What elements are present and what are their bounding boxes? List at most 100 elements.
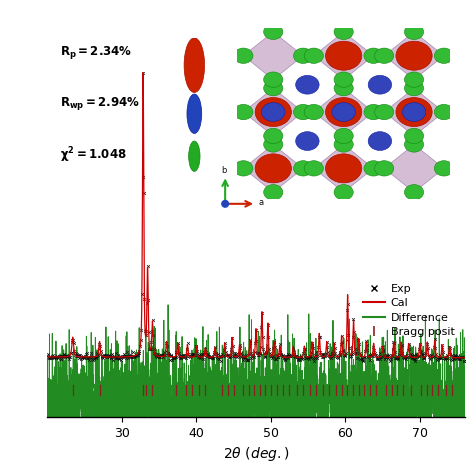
Difference [462, 357, 467, 363]
Circle shape [434, 161, 454, 176]
Polygon shape [314, 32, 374, 80]
Circle shape [189, 141, 200, 172]
Difference [347, 424, 353, 430]
Circle shape [222, 201, 228, 207]
Exp [461, 358, 467, 364]
Polygon shape [314, 145, 374, 192]
Cal [449, 354, 455, 360]
Exp [324, 339, 329, 345]
Circle shape [264, 81, 283, 96]
Circle shape [364, 48, 383, 64]
Circle shape [396, 41, 432, 70]
Line: Difference: Difference [47, 305, 465, 474]
Exp [45, 353, 50, 359]
Circle shape [296, 132, 319, 150]
Circle shape [374, 104, 394, 120]
Circle shape [374, 161, 394, 176]
Exp [140, 71, 146, 76]
Text: $\mathbf{R_p = 2.34\%}$: $\mathbf{R_p = 2.34\%}$ [60, 44, 132, 61]
Circle shape [234, 104, 253, 120]
Text: a: a [258, 198, 264, 207]
Circle shape [404, 184, 424, 200]
Difference [165, 302, 171, 308]
Circle shape [334, 24, 353, 39]
Polygon shape [384, 88, 444, 136]
Polygon shape [314, 88, 374, 136]
Difference [243, 443, 248, 449]
Circle shape [404, 81, 424, 96]
Circle shape [368, 132, 392, 150]
Circle shape [434, 48, 454, 64]
Legend: Exp, Cal, Difference, Bragg posit: Exp, Cal, Difference, Bragg posit [358, 279, 459, 342]
Circle shape [184, 38, 205, 92]
Polygon shape [244, 32, 303, 80]
Cal [428, 354, 434, 360]
Difference [45, 399, 50, 405]
Circle shape [264, 128, 283, 144]
Text: $\mathbf{\chi^2 = 1.048}$: $\mathbf{\chi^2 = 1.048}$ [60, 145, 127, 164]
Circle shape [304, 161, 323, 176]
Circle shape [334, 72, 353, 87]
Circle shape [368, 75, 392, 94]
Circle shape [334, 184, 353, 200]
Circle shape [262, 103, 285, 121]
Circle shape [264, 24, 283, 39]
Cal [462, 355, 467, 361]
Circle shape [293, 104, 313, 120]
Circle shape [304, 48, 323, 64]
Cal [243, 354, 248, 360]
Circle shape [332, 103, 356, 121]
Cal [223, 353, 229, 358]
Line: Cal: Cal [47, 73, 465, 358]
Circle shape [334, 81, 353, 96]
Cal [45, 354, 50, 360]
Circle shape [264, 184, 283, 200]
Circle shape [255, 154, 292, 183]
Circle shape [326, 154, 362, 183]
Exp [273, 356, 278, 362]
Circle shape [404, 128, 424, 144]
Difference [223, 372, 229, 378]
Cal [347, 352, 353, 357]
X-axis label: $2\theta\ (deg.)$: $2\theta\ (deg.)$ [223, 446, 289, 464]
Line: Exp: Exp [46, 72, 465, 363]
Circle shape [293, 161, 313, 176]
Circle shape [264, 72, 283, 87]
Difference [220, 403, 226, 409]
Text: b: b [221, 166, 227, 175]
Exp [111, 353, 117, 358]
Exp [244, 357, 250, 363]
Circle shape [402, 103, 426, 121]
Circle shape [334, 128, 353, 144]
Circle shape [364, 104, 383, 120]
Circle shape [404, 24, 424, 39]
Circle shape [374, 48, 394, 64]
Circle shape [255, 98, 292, 127]
Circle shape [334, 137, 353, 152]
Circle shape [296, 75, 319, 94]
Difference [428, 412, 434, 418]
Circle shape [326, 98, 362, 127]
Circle shape [326, 41, 362, 70]
Polygon shape [384, 145, 444, 192]
Circle shape [404, 137, 424, 152]
Circle shape [404, 72, 424, 87]
Cal [140, 70, 146, 75]
Polygon shape [244, 145, 303, 192]
Cal [220, 354, 226, 359]
Circle shape [293, 48, 313, 64]
Circle shape [434, 104, 454, 120]
Circle shape [304, 104, 323, 120]
Exp [312, 353, 318, 358]
Difference [449, 441, 455, 447]
Exp [405, 347, 411, 353]
Polygon shape [384, 32, 444, 80]
Text: $\mathbf{R_{wp} = 2.94\%}$: $\mathbf{R_{wp} = 2.94\%}$ [60, 94, 140, 111]
Circle shape [234, 48, 253, 64]
Circle shape [234, 161, 253, 176]
Circle shape [396, 98, 432, 127]
Circle shape [264, 137, 283, 152]
Circle shape [187, 94, 202, 134]
Polygon shape [244, 88, 303, 136]
Circle shape [364, 161, 383, 176]
